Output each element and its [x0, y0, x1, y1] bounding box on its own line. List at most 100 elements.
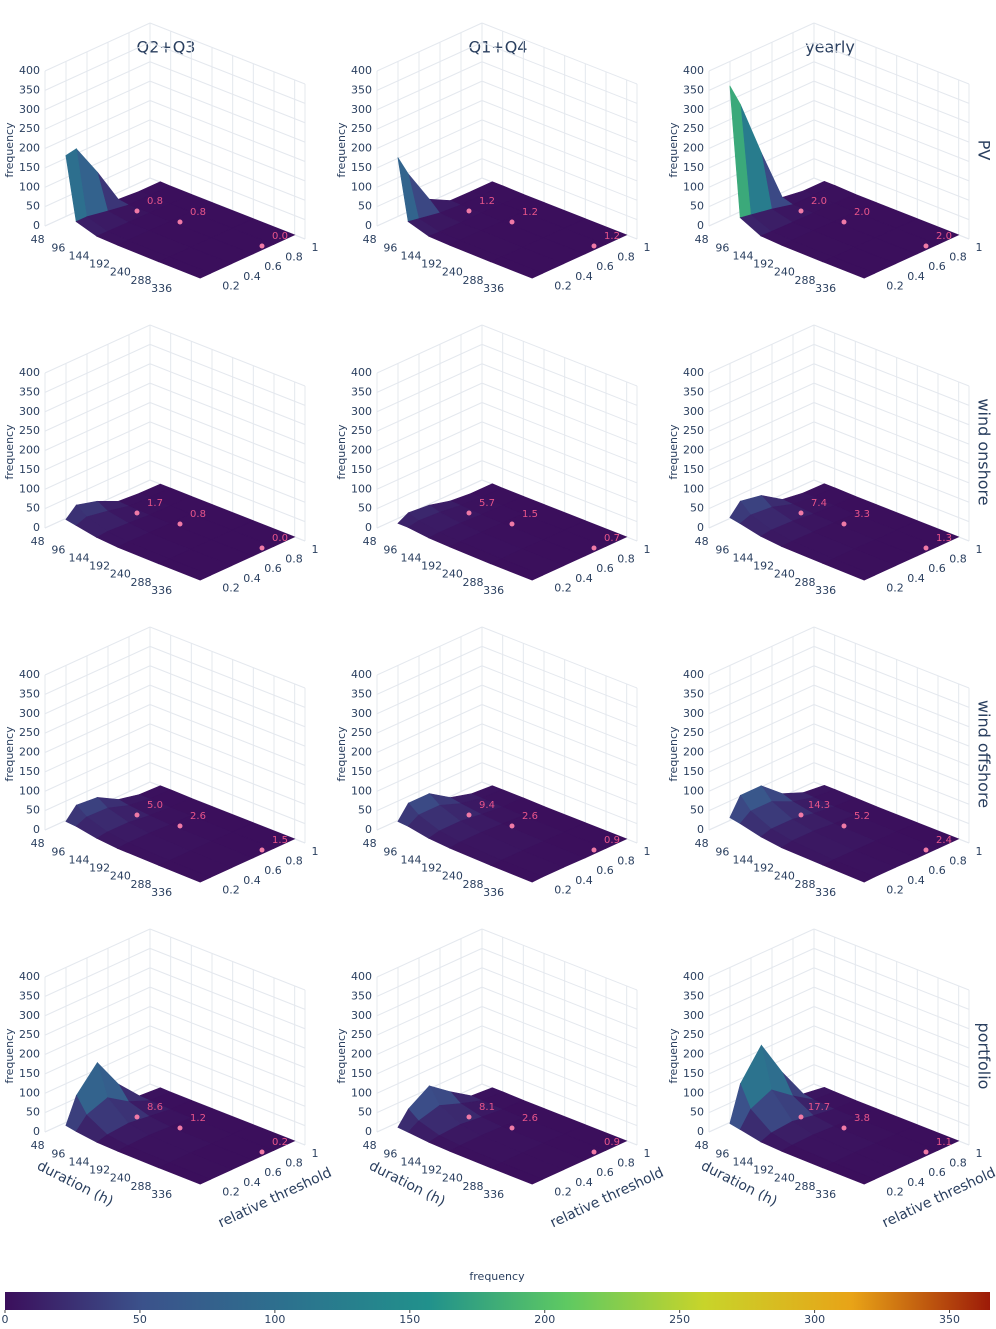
annotation-marker	[841, 521, 847, 527]
annotation: 0.9	[604, 1137, 620, 1148]
annotation: 2.4	[936, 835, 952, 846]
z-tick-label: 350	[351, 989, 372, 1002]
z-tick-label: 250	[19, 726, 40, 739]
grid-line	[481, 665, 638, 728]
grid-line	[44, 421, 151, 471]
z-tick-label: 0	[697, 521, 704, 534]
annotation: 1.2	[479, 196, 495, 207]
z-tick-label: 250	[19, 122, 40, 135]
z-tick-label: 150	[683, 161, 704, 174]
z-tick-label: 250	[351, 122, 372, 135]
y-tick-label: 0.6	[928, 562, 946, 575]
colorbar-tick-label: 200	[534, 1313, 555, 1326]
x-tick-label: 144	[733, 1155, 754, 1168]
grid-line	[149, 928, 306, 991]
panel: 0 50 100 150 200 250 300 350 400 frequency 48 96 144…	[3, 928, 334, 1231]
x-tick-label: 288	[463, 576, 484, 589]
grid-line	[708, 80, 815, 130]
grid-line	[813, 421, 970, 484]
annotation-marker	[923, 847, 929, 853]
grid-line	[813, 382, 970, 445]
grid-line	[708, 382, 815, 432]
grid-line	[376, 41, 483, 91]
z-tick-label: 400	[19, 970, 40, 983]
x-tick-label: 192	[89, 258, 110, 271]
grid-line	[481, 967, 638, 1030]
z-tick-label: 50	[690, 502, 704, 515]
x-tick-label: 288	[463, 274, 484, 287]
grid-line	[481, 158, 638, 221]
x-tick-label: 96	[715, 1147, 729, 1160]
z-tick-label: 200	[351, 142, 372, 155]
x-tick-label: 240	[774, 1172, 795, 1185]
y-tick-label: 0.2	[222, 883, 240, 896]
y-tick-label: 0.8	[285, 553, 303, 566]
y-tick-label: 0.4	[243, 874, 261, 887]
surface-cell	[822, 558, 876, 581]
grid-line	[481, 947, 638, 1010]
grid-line	[149, 61, 306, 124]
x-tick-label: 96	[715, 543, 729, 556]
grid-line	[44, 967, 151, 1017]
x-tick-label: 144	[69, 853, 90, 866]
x-tick-label: 48	[363, 535, 377, 548]
z-tick-label: 150	[683, 765, 704, 778]
z-axis-title: frequency	[3, 1028, 16, 1084]
grid-line	[44, 928, 151, 978]
z-axis-title: frequency	[335, 424, 348, 480]
x-tick-label: 192	[421, 1164, 442, 1177]
z-tick-label: 0	[697, 1125, 704, 1138]
grid-line	[708, 665, 815, 715]
grid-line	[376, 460, 483, 510]
grid-line	[708, 460, 815, 510]
annotation-marker	[509, 521, 515, 527]
grid-line	[376, 1006, 483, 1055]
y-tick-label: 0.8	[617, 855, 635, 868]
x-tick-label: 96	[383, 543, 397, 556]
grid-line	[813, 100, 970, 162]
grid-line	[813, 460, 970, 523]
annotation: 3.8	[854, 1113, 870, 1124]
grid-line	[481, 626, 638, 689]
grid-line	[813, 41, 970, 104]
grid-line	[376, 100, 483, 149]
annotation-marker	[177, 823, 183, 829]
x-tick-label: 144	[69, 249, 90, 262]
grid-line	[376, 742, 483, 792]
annotation: 2.0	[936, 231, 952, 242]
grid-line	[708, 363, 815, 413]
grid-line	[376, 762, 483, 812]
grid-line	[44, 119, 151, 169]
surface-cell	[158, 256, 212, 279]
grid-line	[149, 119, 306, 182]
grid-line	[708, 22, 815, 72]
x-tick-label: 96	[715, 241, 729, 254]
z-tick-label: 400	[19, 366, 40, 379]
colorbar-tick-label: 0	[2, 1313, 9, 1326]
y-tick-label: 0.8	[949, 855, 967, 868]
z-tick-label: 150	[19, 161, 40, 174]
x-tick-label: 240	[442, 568, 463, 581]
grid-line	[708, 967, 815, 1017]
x-tick-label: 144	[401, 1155, 422, 1168]
x-tick-label: 336	[815, 282, 836, 295]
y-tick-label: 1	[312, 543, 319, 556]
grid-line	[813, 61, 970, 124]
annotation: 5.7	[479, 498, 495, 509]
grid-line	[376, 967, 483, 1017]
annotation: 0.9	[604, 835, 620, 846]
colorbar-tick-label: 350	[939, 1313, 960, 1326]
y-tick-label: 0.6	[928, 260, 946, 273]
grid-line	[813, 1025, 970, 1088]
x-tick-label: 192	[89, 862, 110, 875]
grid-line	[149, 762, 306, 825]
grid-line	[44, 363, 151, 413]
y-tick-label: 0.6	[264, 1166, 282, 1179]
grid-line	[44, 1006, 151, 1055]
grid-line	[376, 723, 483, 773]
grid-line	[481, 928, 638, 991]
z-tick-label: 0	[697, 219, 704, 232]
z-tick-label: 350	[683, 83, 704, 96]
annotation: 1.3	[936, 533, 952, 544]
